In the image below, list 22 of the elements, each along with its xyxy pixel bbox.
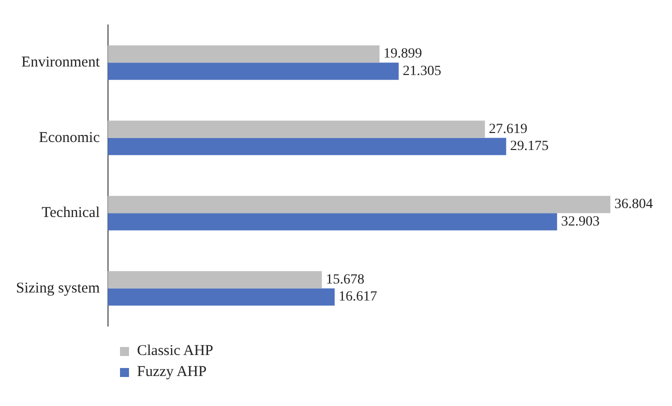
bar bbox=[108, 120, 485, 138]
legend-label: Fuzzy AHP bbox=[137, 364, 207, 381]
bar bbox=[108, 288, 335, 306]
data-label: 21.305 bbox=[402, 64, 442, 79]
y-tick-label: Sizing system bbox=[16, 280, 100, 296]
bar bbox=[108, 45, 380, 63]
bar bbox=[108, 213, 558, 230]
bar bbox=[108, 62, 399, 80]
bar bbox=[108, 138, 506, 156]
y-tick-label: Economic bbox=[38, 130, 100, 146]
bar bbox=[108, 271, 322, 288]
bar bbox=[108, 196, 610, 214]
data-label: 27.619 bbox=[488, 122, 528, 137]
data-label: 16.617 bbox=[338, 290, 378, 305]
data-label: 15.678 bbox=[326, 272, 364, 288]
data-label: 32.903 bbox=[561, 214, 600, 230]
data-label: 19.899 bbox=[383, 46, 422, 62]
data-label: 36.804 bbox=[614, 197, 653, 212]
y-tick-label: Environment bbox=[21, 54, 101, 71]
legend-label: Classic AHP bbox=[137, 343, 214, 360]
data-label: 29.175 bbox=[510, 139, 549, 154]
y-tick-label: Technical bbox=[42, 205, 100, 222]
